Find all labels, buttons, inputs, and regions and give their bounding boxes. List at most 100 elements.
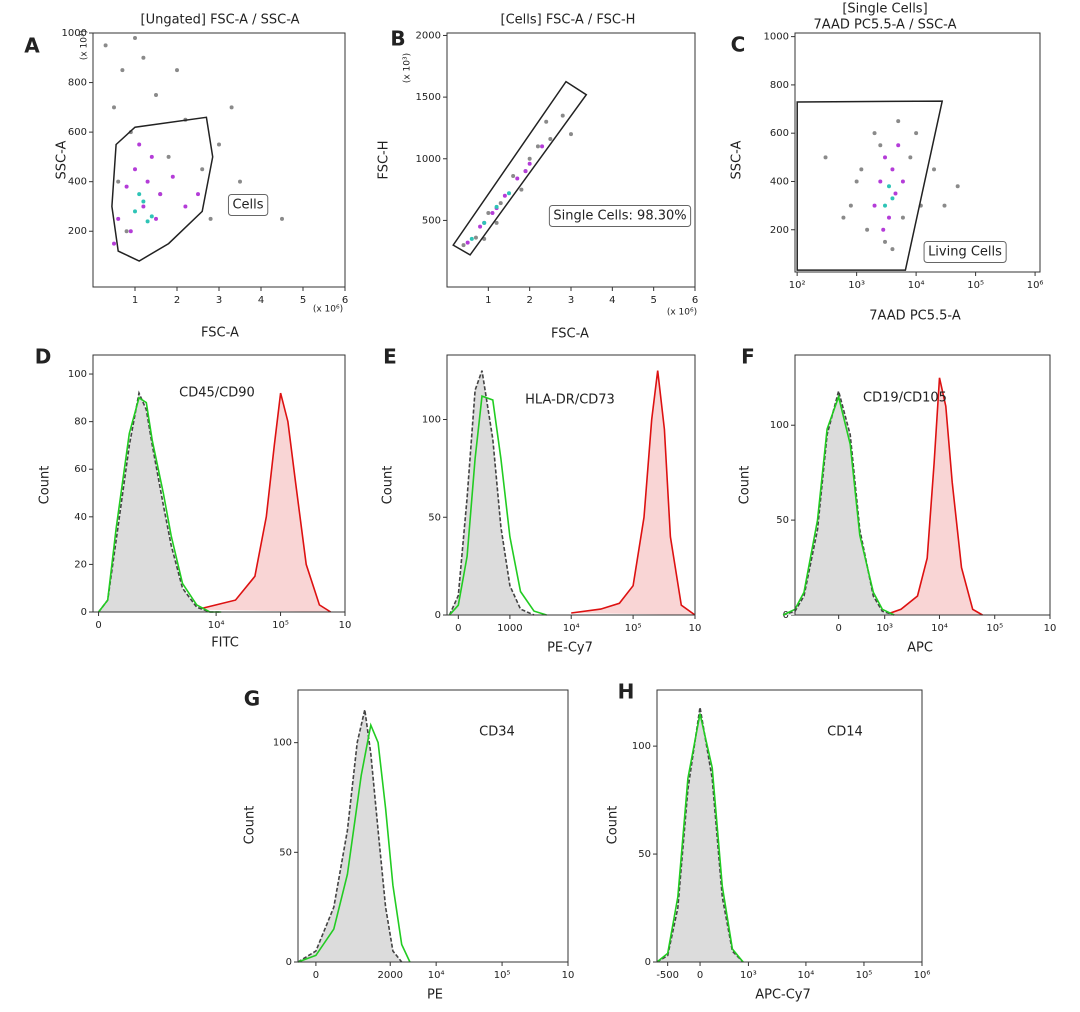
event-point: [535, 144, 540, 149]
x-tick-label: 10⁴: [931, 623, 948, 634]
event-point: [469, 236, 474, 241]
x-tick-label: 1: [485, 295, 491, 306]
event-point: [196, 192, 200, 197]
event-point: [482, 220, 487, 225]
panel-letter: E: [383, 345, 397, 369]
event-point: [465, 240, 470, 245]
histogram-curve: [448, 395, 547, 616]
y-tick-label: 100: [632, 741, 651, 752]
event-point: [473, 235, 478, 240]
x-tick-label: 10³: [740, 970, 757, 981]
y-tick-label: 1000: [416, 154, 441, 165]
event-point: [883, 155, 888, 160]
x-tick-label: 0: [455, 623, 461, 634]
event-point: [112, 241, 116, 246]
x-tick-label: 6: [342, 295, 348, 306]
event-point: [823, 155, 828, 160]
event-point: [881, 227, 886, 232]
event-point: [859, 167, 864, 172]
x-tick-label: 10⁴: [208, 620, 225, 631]
event-point: [175, 68, 179, 73]
x-tick-label: 10: [339, 620, 352, 631]
y-axis-label: Count: [738, 466, 753, 505]
event-point: [544, 119, 549, 124]
event-point: [900, 179, 905, 184]
y-tick-label: 40: [74, 512, 87, 523]
event-point: [498, 201, 503, 206]
y-tick-label: 0: [645, 957, 651, 968]
event-point: [848, 203, 853, 208]
x-tick-label: 10⁴: [563, 623, 580, 634]
event-point: [914, 131, 919, 136]
x-tick-label: 1000: [497, 623, 522, 634]
panel-title: [Single Cells]: [842, 2, 927, 17]
event-point: [890, 167, 895, 172]
y-tick-label: 400: [68, 177, 87, 188]
y-tick-label: 50: [776, 515, 789, 526]
event-point: [116, 179, 121, 184]
x-tick-label: 10⁴: [428, 970, 445, 981]
event-point: [158, 192, 163, 197]
x-axis-label: 7AAD PC5.5-A: [869, 309, 961, 324]
event-point: [519, 187, 524, 192]
y-tick-label: 1000: [764, 32, 789, 43]
event-point: [124, 184, 129, 189]
x-tick-label: 0: [313, 970, 319, 981]
event-point: [133, 167, 137, 172]
x-tick-label: 10: [1044, 623, 1057, 634]
y-tick-label: 50: [638, 849, 651, 860]
x-tick-label: 2: [526, 295, 532, 306]
y-tick-label: 800: [68, 78, 87, 89]
event-point: [540, 144, 545, 149]
panel-title: [Ungated] FSC-A / SSC-A: [141, 13, 300, 28]
marker-label: CD14: [827, 725, 863, 740]
event-point: [865, 227, 870, 232]
x-axis-label: FITC: [211, 636, 239, 651]
event-point: [280, 216, 284, 221]
histogram-curve: [884, 377, 983, 616]
event-point: [149, 154, 154, 159]
marker-label: CD34: [479, 725, 515, 740]
y-axis-label: SSC-A: [55, 140, 70, 179]
y-tick-label: 600: [68, 127, 87, 138]
event-point: [183, 204, 188, 209]
gate: [796, 100, 944, 271]
histogram-curve: [782, 394, 895, 616]
event-point: [908, 155, 913, 160]
histogram-curve: [97, 390, 222, 613]
plot-frame: [656, 689, 923, 963]
event-point: [515, 176, 520, 181]
histogram-curve: [656, 707, 744, 963]
event-point: [141, 204, 146, 209]
event-point: [170, 174, 175, 179]
x-tick-label: 3: [216, 295, 222, 306]
event-point: [886, 215, 891, 220]
event-point: [507, 191, 511, 196]
event-point: [137, 142, 142, 147]
x-tick-label: 10⁵: [967, 280, 984, 291]
gate-label: Living Cells: [928, 245, 1002, 260]
x-tick-label: 10: [562, 970, 575, 981]
y-tick-label: 2000: [416, 30, 441, 41]
gate: [452, 80, 588, 256]
x-tick-label: 5: [650, 295, 656, 306]
x-tick-label: 10²: [789, 280, 806, 291]
event-point: [103, 43, 108, 48]
y-tick-label: 0: [783, 610, 789, 621]
x-tick-label: 10⁵: [272, 620, 289, 631]
panel-letter: D: [35, 345, 52, 369]
event-point: [548, 137, 553, 142]
y-tick-label: 0: [435, 610, 441, 621]
y-tick-label: 200: [68, 226, 87, 237]
event-point: [112, 105, 116, 110]
event-point: [854, 179, 859, 184]
event-point: [502, 193, 507, 198]
histogram-curve: [196, 392, 332, 613]
x-tick-label: 10⁵: [986, 623, 1003, 634]
x-tick-label: 2000: [377, 970, 402, 981]
y-tick-label: 200: [770, 225, 789, 236]
y-tick-label: 100: [273, 738, 292, 749]
x-tick-label: 0: [697, 970, 703, 981]
plot-frame: [794, 32, 1041, 273]
